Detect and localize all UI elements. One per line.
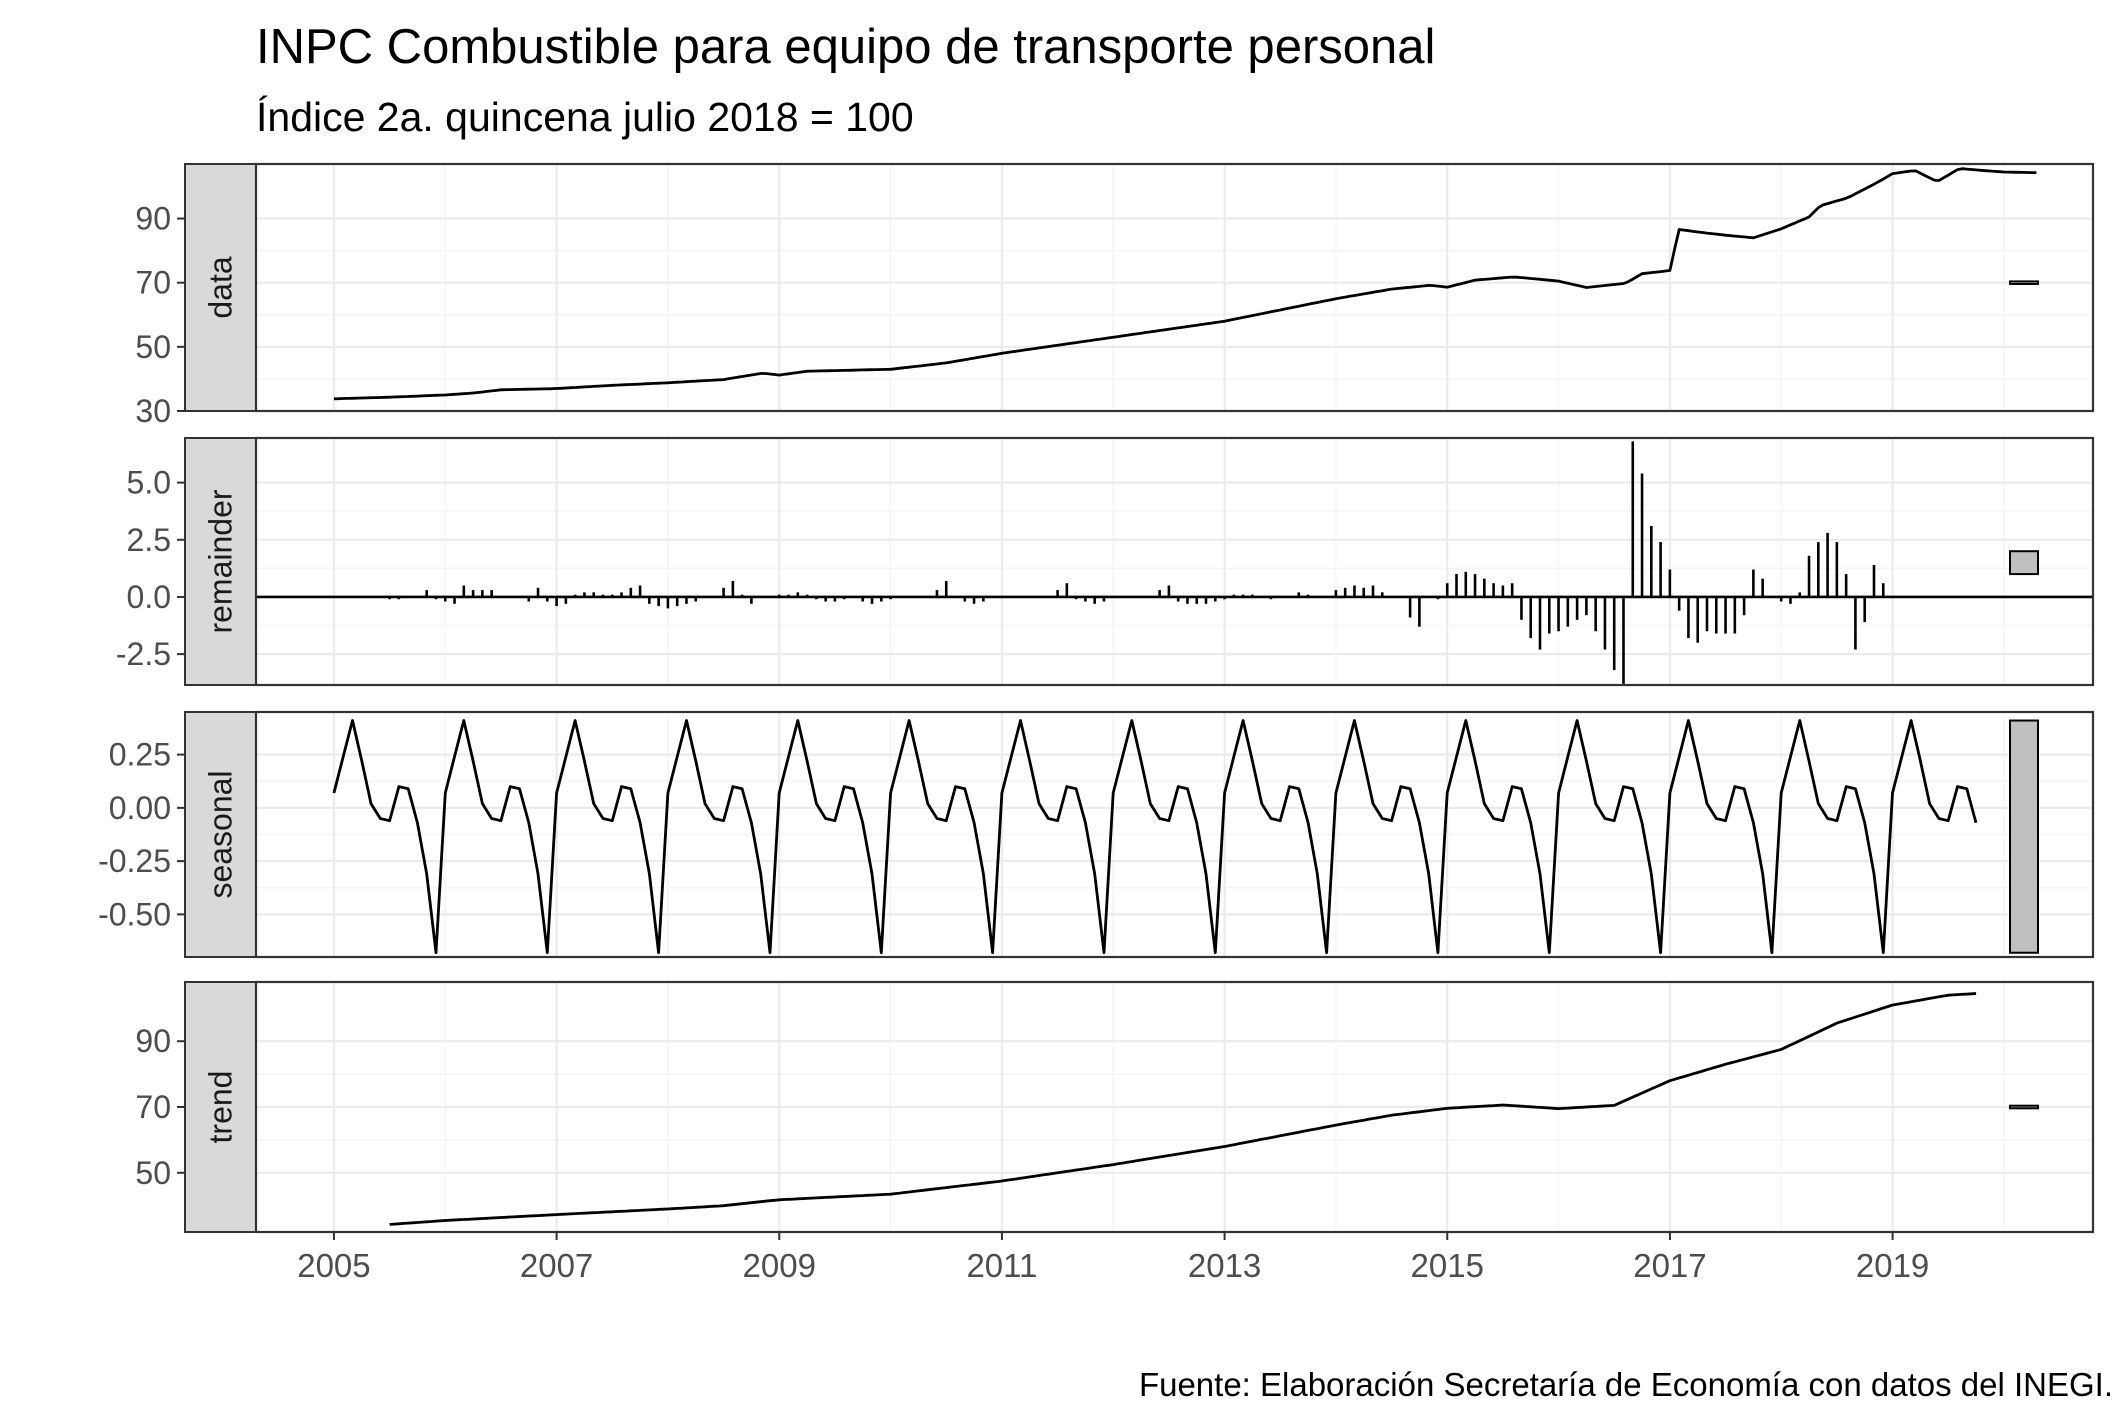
y-tick-label: 0.25 xyxy=(109,737,171,773)
y-tick-label: 0.00 xyxy=(109,790,171,826)
y-tick-label: 50 xyxy=(135,1155,171,1191)
y-tick-label: 5.0 xyxy=(127,465,171,501)
y-tick-label: 90 xyxy=(135,1023,171,1059)
trend-line xyxy=(389,992,1977,1226)
x-axis: 2005 2007 2009 2011 2013 2015 2017 2019 xyxy=(297,1232,1929,1284)
y-tick-label: -2.5 xyxy=(116,636,171,672)
facet-strip-label: remainder xyxy=(203,489,239,633)
y-tick-label: 0.0 xyxy=(127,579,171,615)
facet-seasonal: -0.50 -0.25 0.00 0.25 seasonal xyxy=(98,710,2095,959)
range-bar xyxy=(2009,280,2039,285)
facet-trend: 50 70 90 trend xyxy=(135,980,2095,1234)
panel-border xyxy=(254,162,2095,413)
facet-strip xyxy=(184,437,257,686)
panel-border xyxy=(254,710,2095,959)
x-tick-label: 2009 xyxy=(743,1247,816,1284)
y-tick-label: 2.5 xyxy=(127,522,171,558)
facet-strip xyxy=(184,981,257,1233)
facet-panels: 30507090data-2.50.02.55.0remainder-0.50-… xyxy=(98,162,2095,1234)
panel-border xyxy=(254,436,2095,687)
y-tick-label: -0.25 xyxy=(98,843,171,879)
range-bar xyxy=(2009,550,2039,576)
chart-title: INPC Combustible para equipo de transpor… xyxy=(256,20,1435,74)
data-line xyxy=(333,167,2037,401)
chart-subtitle: Índice 2a. quincena julio 2018 = 100 xyxy=(256,94,914,140)
panel-background xyxy=(256,438,2093,685)
x-tick-label: 2005 xyxy=(297,1247,370,1284)
y-tick-label: 50 xyxy=(135,329,171,365)
range-bar xyxy=(2009,1104,2039,1110)
x-tick-label: 2019 xyxy=(1856,1247,1929,1284)
y-tick-label: -0.50 xyxy=(98,896,171,932)
y-tick-label: 70 xyxy=(135,1089,171,1125)
x-tick-label: 2015 xyxy=(1411,1247,1484,1284)
y-tick-label: 30 xyxy=(135,393,171,429)
x-tick-label: 2017 xyxy=(1633,1247,1706,1284)
x-tick-label: 2013 xyxy=(1188,1247,1261,1284)
facet-strip-label: seasonal xyxy=(203,770,239,898)
y-tick-label: 70 xyxy=(135,265,171,301)
facet-strip-label: data xyxy=(203,256,239,318)
facet-data: 30 50 70 90 data xyxy=(135,162,2095,429)
panel-border xyxy=(254,980,2095,1234)
facet-strip-label: trend xyxy=(203,1071,239,1144)
chart-caption: Fuente: Elaboración Secretaría de Econom… xyxy=(1139,1366,2113,1403)
seasonal-line xyxy=(332,719,1978,955)
panel-background xyxy=(256,164,2093,411)
facet-remainder: -2.5 0.0 2.5 5.0 remainder xyxy=(116,436,2095,687)
facet-strip xyxy=(184,711,257,958)
y-tick-label: 90 xyxy=(135,201,171,237)
range-bar xyxy=(2009,719,2039,954)
x-tick-label: 2007 xyxy=(520,1247,593,1284)
x-tick-label: 2011 xyxy=(966,1247,1037,1284)
